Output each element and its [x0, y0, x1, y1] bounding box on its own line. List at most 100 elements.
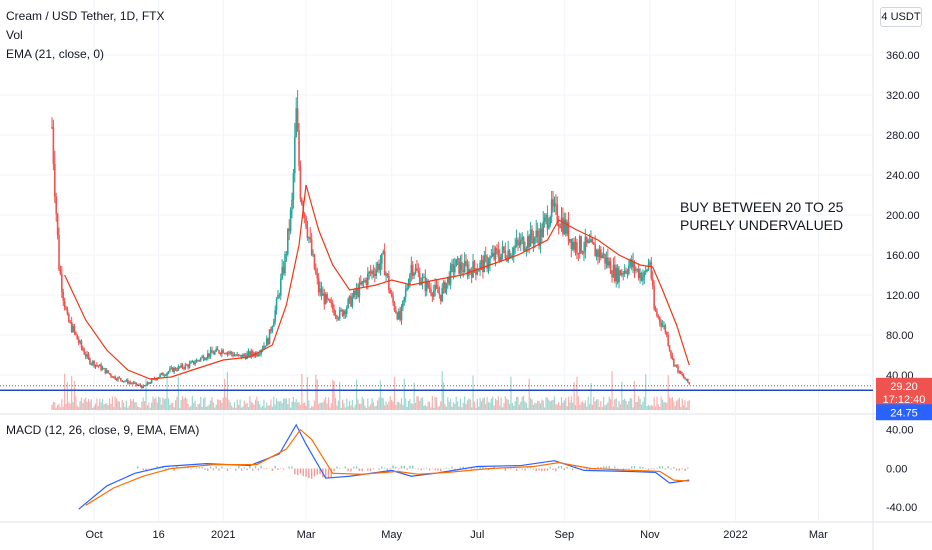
candle-body — [100, 364, 102, 370]
volume-bar — [288, 398, 290, 410]
macd-histogram-bar — [355, 466, 358, 469]
candle-body — [271, 326, 274, 332]
candle-body — [319, 288, 321, 293]
candle-body — [211, 350, 213, 353]
volume-bar — [346, 398, 348, 410]
macd-histogram-bar — [246, 468, 248, 471]
candle-body — [236, 354, 239, 356]
candle-body — [375, 269, 378, 277]
volume-bar — [298, 401, 300, 410]
volume-bar — [437, 407, 439, 410]
candle-body — [576, 242, 578, 254]
volume-bar — [125, 400, 127, 410]
volume-bar — [506, 398, 508, 410]
macd-histogram-bar — [515, 468, 518, 471]
volume-bar — [225, 397, 227, 410]
candle-body — [149, 383, 152, 385]
volume-bar — [462, 402, 464, 410]
candle-body — [489, 257, 491, 266]
volume-bar — [297, 402, 299, 410]
macd-histogram-bar — [313, 468, 316, 477]
volume-bar — [664, 402, 666, 410]
volume-bar — [145, 378, 147, 410]
candle-body — [365, 279, 368, 285]
volume-bar — [329, 407, 331, 410]
candle-body — [124, 381, 126, 383]
volume-bar — [348, 400, 351, 410]
volume-bar — [339, 382, 341, 410]
candle-body — [105, 370, 108, 374]
volume-bar — [264, 407, 266, 410]
macd-histogram-bar — [347, 468, 349, 472]
macd-histogram-bar — [670, 468, 672, 470]
candle-body — [439, 294, 442, 302]
macd-histogram-bar — [215, 466, 217, 469]
volume-bar — [587, 396, 589, 410]
macd-histogram-bar — [263, 468, 265, 470]
candle-body — [65, 307, 67, 310]
candle-body — [462, 270, 465, 273]
macd-histogram-bar — [681, 468, 683, 470]
macd-histogram-bar — [240, 468, 243, 471]
volume-bar — [83, 399, 85, 410]
candle-body — [135, 382, 138, 385]
candle-body — [117, 377, 119, 381]
macd-histogram-bar — [190, 468, 192, 470]
candle-body — [406, 287, 408, 290]
macd-histogram-bar — [633, 466, 636, 469]
volume-bar — [579, 404, 581, 410]
candle-body — [316, 273, 319, 279]
volume-bar — [626, 404, 629, 410]
volume-bar — [624, 398, 626, 410]
volume-bar — [521, 396, 523, 410]
volume-bar — [315, 374, 317, 410]
volume-bar — [539, 403, 542, 410]
currency-selector[interactable]: 4 USDT — [880, 7, 922, 27]
volume-bar — [683, 405, 685, 410]
volume-bar — [221, 402, 223, 410]
volume-bar — [377, 400, 379, 410]
volume-bar — [351, 399, 353, 410]
candle-body — [674, 364, 676, 366]
volume-bar — [674, 405, 676, 410]
volume-bar — [409, 399, 411, 410]
candle-body — [112, 376, 115, 378]
candle-body — [208, 353, 210, 357]
volume-bar — [402, 405, 404, 410]
candle-body — [486, 256, 488, 269]
candle-body — [191, 360, 194, 362]
candle-body — [656, 311, 658, 316]
volume-bar — [195, 407, 198, 410]
volume-bar — [476, 399, 478, 410]
candle-body — [156, 378, 159, 380]
volume-bar — [260, 407, 262, 410]
candle-body — [240, 354, 243, 358]
candle-body — [251, 351, 254, 355]
candle-body — [487, 265, 490, 269]
volume-bar — [553, 396, 556, 410]
volume-bar — [180, 400, 182, 410]
macd-line — [78, 423, 690, 510]
volume-bar — [617, 407, 619, 410]
candle-body — [121, 380, 123, 382]
volume-bar — [551, 400, 553, 410]
candle-body — [390, 293, 393, 297]
volume-bar — [581, 401, 584, 410]
macd-histogram-bar — [664, 468, 667, 470]
volume-bar — [217, 399, 219, 410]
candle-body — [201, 356, 203, 358]
volume-bar — [179, 407, 181, 410]
volume-bar — [501, 407, 504, 410]
candle-body — [162, 372, 164, 376]
macd-histogram-bar — [249, 466, 251, 469]
volume-bar — [197, 404, 199, 410]
volume-bar — [368, 406, 370, 410]
macd-histogram-bar — [412, 465, 414, 469]
volume-bar — [357, 399, 359, 410]
candle-body — [416, 268, 418, 271]
volume-bar — [379, 380, 382, 410]
macd-histogram-bar — [628, 468, 630, 470]
volume-bar — [330, 403, 332, 410]
volume-bar — [514, 401, 516, 410]
